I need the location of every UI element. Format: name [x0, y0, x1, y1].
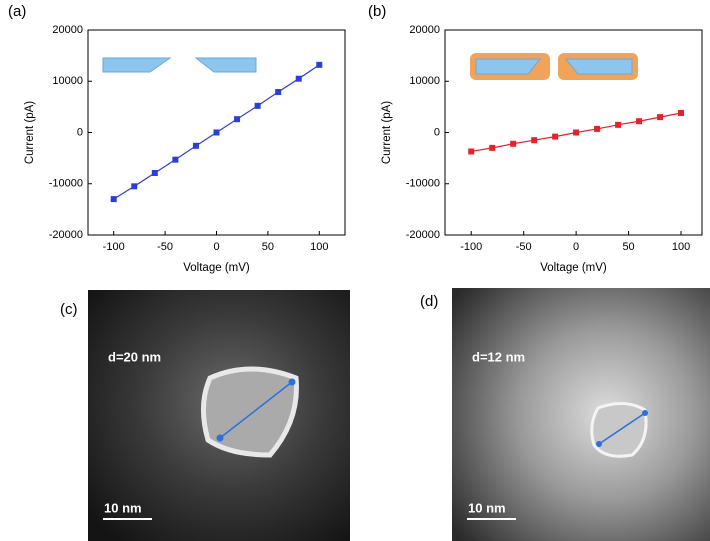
- data-point: [468, 148, 475, 155]
- y-tick-label: -20000: [49, 229, 83, 241]
- data-point: [275, 89, 282, 96]
- panel-label: (a): [8, 3, 26, 20]
- data-point: [636, 118, 643, 125]
- x-tick-label: -50: [516, 241, 532, 253]
- diameter-label: d=12 nm: [472, 349, 525, 364]
- y-tick-label: 0: [434, 126, 440, 138]
- y-tick-label: 10000: [52, 75, 83, 87]
- data-point: [678, 110, 685, 117]
- x-axis-title: Voltage (mV): [540, 262, 607, 274]
- panel-label: (b): [368, 3, 386, 20]
- data-point: [234, 116, 241, 123]
- data-point: [192, 142, 199, 149]
- data-point: [573, 129, 580, 136]
- data-point: [151, 169, 158, 176]
- panel-label: (c): [60, 301, 78, 318]
- scale-bar-label: 10 nm: [468, 500, 506, 515]
- y-tick-label: -10000: [406, 178, 440, 190]
- data-point: [254, 102, 261, 109]
- data-point: [110, 196, 117, 203]
- data-point: [295, 75, 302, 82]
- y-tick-label: 0: [77, 126, 83, 138]
- data-point: [316, 61, 323, 68]
- x-tick-label: 50: [622, 241, 634, 253]
- y-tick-label: -20000: [406, 229, 440, 241]
- diameter-label: d=20 nm: [108, 349, 161, 364]
- x-tick-label: -100: [460, 241, 482, 253]
- panel-label: (d): [420, 293, 438, 310]
- tem-image-d: [452, 288, 710, 541]
- y-tick-label: -10000: [49, 178, 83, 190]
- y-tick-label: 10000: [409, 75, 440, 87]
- x-tick-label: 100: [310, 241, 328, 253]
- x-tick-label: -100: [103, 241, 125, 253]
- y-tick-label: 20000: [409, 24, 440, 36]
- y-tick-label: 20000: [52, 24, 83, 36]
- data-point: [531, 137, 538, 144]
- data-point: [489, 144, 496, 151]
- y-axis-title: Current (pA): [24, 101, 36, 164]
- x-tick-label: -50: [157, 241, 173, 253]
- data-point: [131, 183, 138, 190]
- schematic-b: [470, 53, 638, 80]
- data-point: [615, 121, 622, 128]
- x-tick-label: 0: [213, 241, 219, 253]
- data-point: [657, 114, 664, 121]
- x-tick-label: 100: [672, 241, 690, 253]
- data-point: [552, 133, 559, 140]
- data-point: [510, 140, 517, 147]
- scale-bar-label: 10 nm: [104, 500, 142, 515]
- data-point: [213, 129, 220, 136]
- y-axis-title: Current (pA): [381, 101, 393, 164]
- x-tick-label: 0: [573, 241, 579, 253]
- x-tick-label: 50: [262, 241, 274, 253]
- schematic-a: [102, 57, 257, 73]
- tem-image-c: [88, 290, 350, 541]
- data-point: [172, 156, 179, 163]
- x-axis-title: Voltage (mV): [183, 262, 250, 274]
- data-point: [594, 125, 601, 132]
